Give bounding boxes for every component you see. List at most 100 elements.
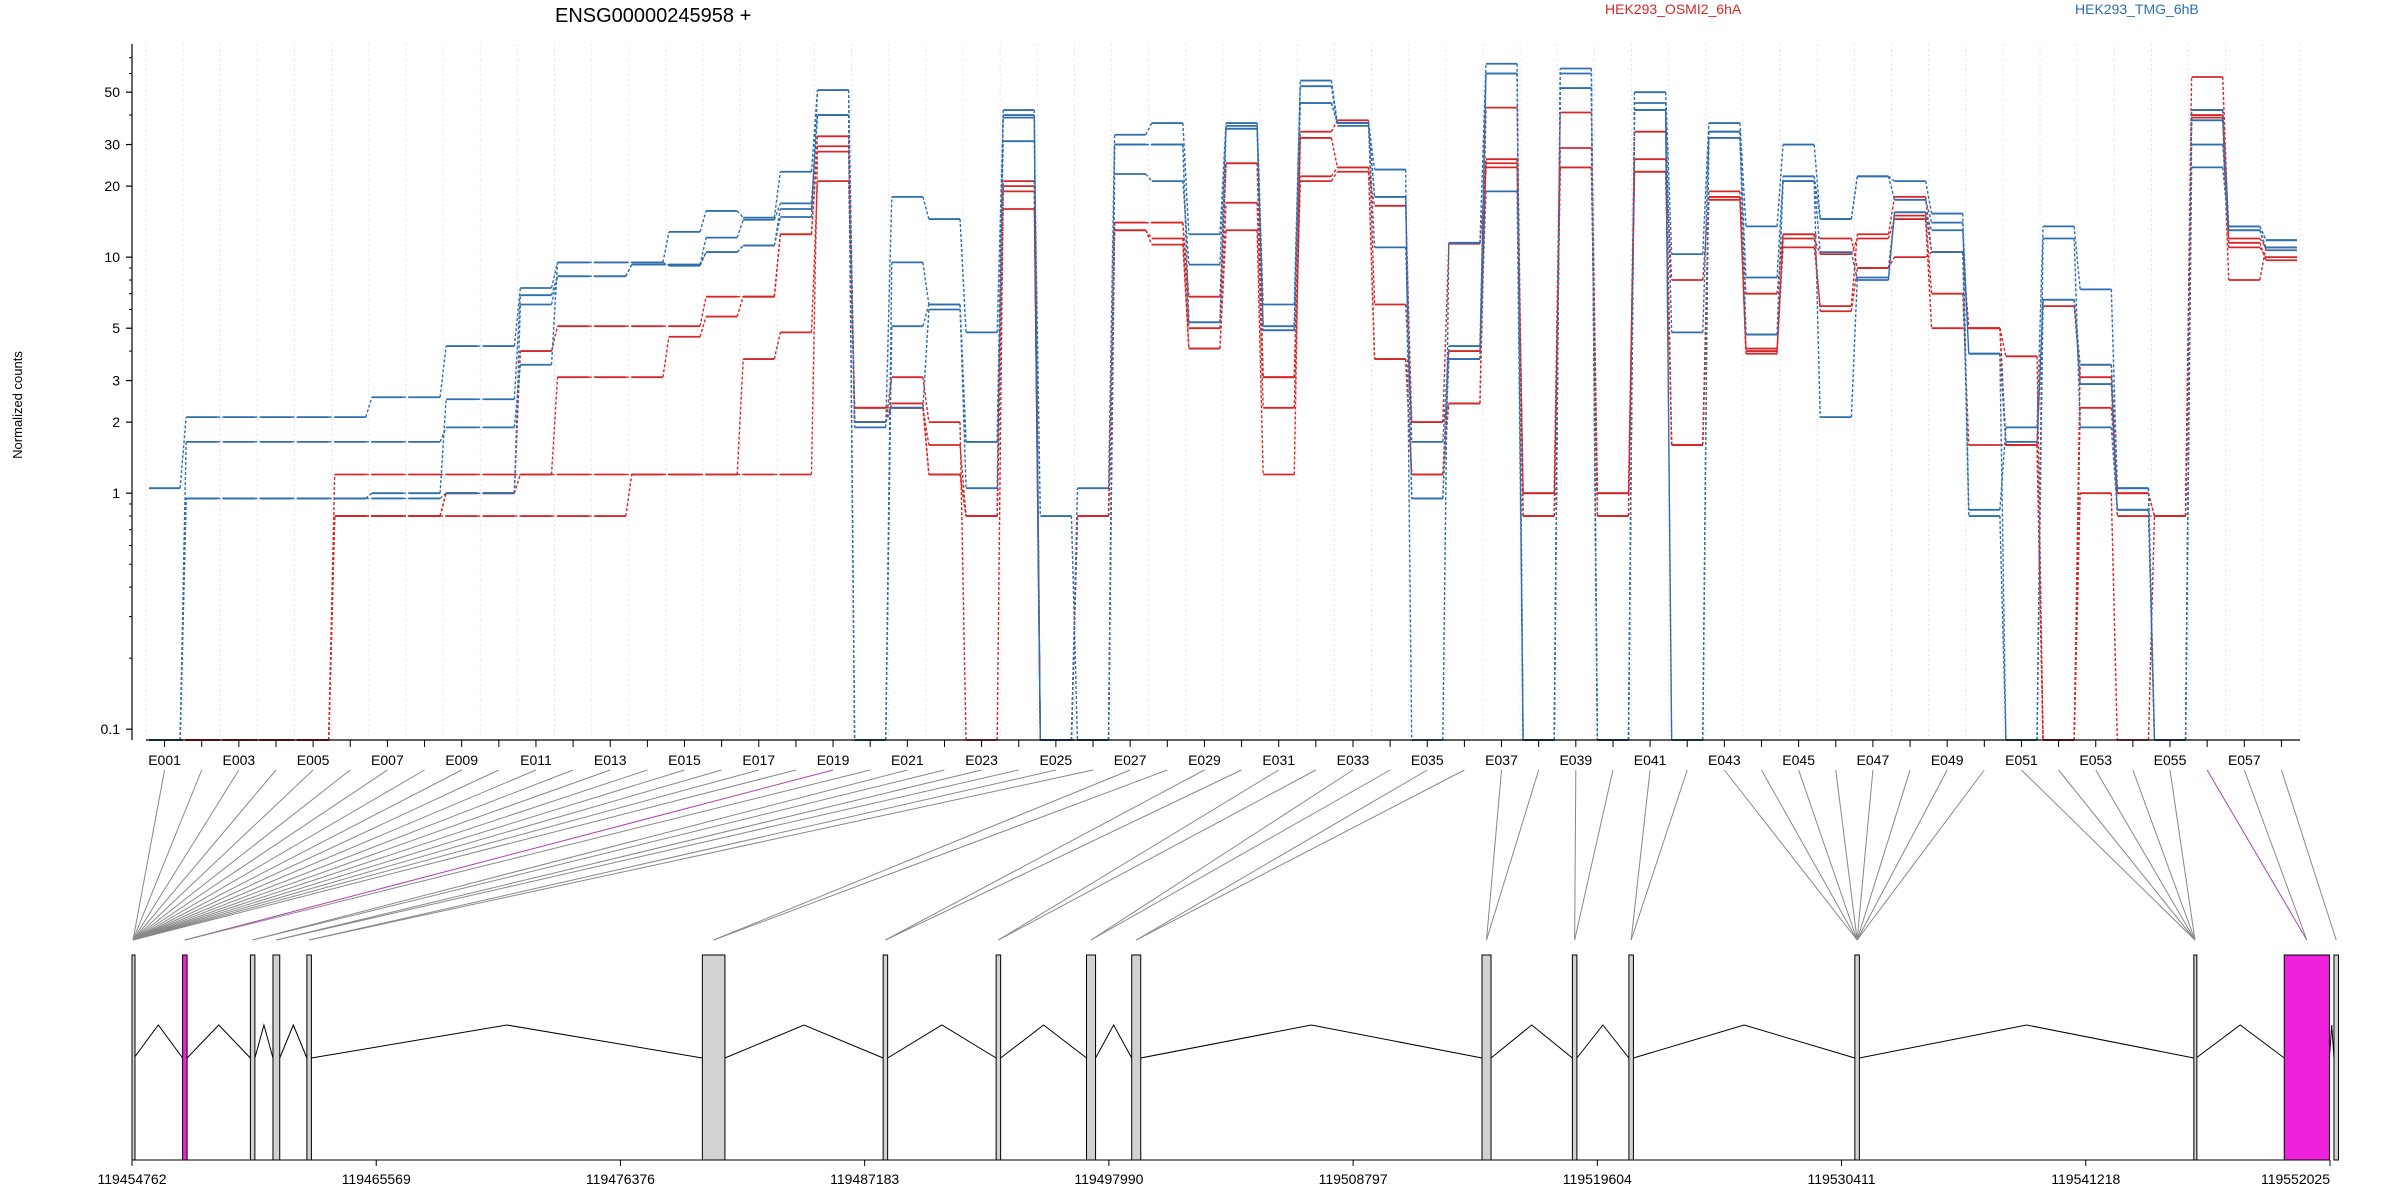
x-tick-label-e055: E055 <box>2154 752 2187 768</box>
series-connector <box>1553 112 1561 494</box>
series-connector <box>810 181 819 333</box>
connector-line <box>1486 769 1540 941</box>
connector-line <box>1835 769 1858 941</box>
genomic-tick-label: 119465569 <box>342 1171 411 1187</box>
y-tick-label: 10 <box>104 249 120 265</box>
series-connector <box>2073 299 2081 385</box>
series-connector <box>959 444 967 517</box>
connector-line <box>132 769 351 941</box>
exon-block-e039 <box>1571 954 1578 1161</box>
series-connector <box>1256 128 1264 331</box>
connector-line <box>2169 769 2196 941</box>
intron-line <box>311 1024 703 1059</box>
series-connector <box>1813 238 1821 255</box>
connector-line <box>1630 769 1651 941</box>
series-connector <box>885 196 893 428</box>
series-connector <box>1293 86 1301 327</box>
x-tick-label-e045: E045 <box>1782 752 1815 768</box>
series-connector <box>773 208 782 246</box>
connector-line <box>276 769 982 941</box>
series-connector <box>922 262 930 305</box>
x-tick-label-e017: E017 <box>742 752 775 768</box>
exon-block-e023 <box>272 954 281 1161</box>
series-connector <box>699 296 707 327</box>
series-connector <box>1182 123 1190 235</box>
series-connector <box>625 474 633 517</box>
series-connector <box>513 351 522 494</box>
series-connector <box>922 196 930 220</box>
connector-line <box>885 769 1205 941</box>
series-connector <box>773 171 782 218</box>
connector-line <box>252 769 945 941</box>
series-connector <box>1442 242 1450 741</box>
series-connector <box>847 115 856 741</box>
series-connector <box>1070 516 1079 741</box>
series-connector <box>1256 163 1264 378</box>
series-connector <box>1999 516 2007 741</box>
exon-block-e043 <box>1854 954 1860 1161</box>
exon-block-e051 <box>2193 954 2198 1161</box>
exon-block-e019 <box>182 954 188 1161</box>
series-connector <box>1664 102 1673 741</box>
x-tick-label-e001: E001 <box>148 752 181 768</box>
series-connector <box>1145 173 1153 182</box>
x-tick-label-e025: E025 <box>1040 752 1073 768</box>
series-connector <box>1479 191 1487 360</box>
series-connector <box>1850 176 1859 220</box>
series-connector <box>1962 252 1970 517</box>
series-connector <box>1813 176 1821 220</box>
series-connector <box>847 115 856 423</box>
series-connector <box>885 326 893 741</box>
series-connector <box>1033 117 1042 741</box>
exon-block-e035 <box>1131 954 1142 1161</box>
x-tick-label-e023: E023 <box>965 752 998 768</box>
series-connector <box>1850 238 1859 269</box>
series-connector <box>1182 181 1190 265</box>
x-tick-label-e031: E031 <box>1262 752 1295 768</box>
series-connector <box>1887 196 1896 235</box>
series-connector <box>1850 234 1859 307</box>
connector-line <box>132 769 685 941</box>
series-connector <box>513 304 522 494</box>
connector-line <box>132 769 611 941</box>
x-tick-label-e007: E007 <box>371 752 404 768</box>
intron-line <box>133 1024 183 1059</box>
series-connector <box>773 234 782 297</box>
series-connector <box>736 296 744 317</box>
series-connector <box>1924 215 1933 294</box>
series-connector <box>550 276 559 296</box>
connector-line <box>132 769 797 941</box>
series-connector <box>699 251 707 265</box>
series-connector <box>1330 171 1339 182</box>
intron-line <box>1859 1024 2194 1059</box>
y-axis-label: Normalized counts <box>10 351 25 459</box>
series-connector <box>885 407 893 423</box>
series-connector <box>2147 509 2156 741</box>
connector-line <box>132 769 500 941</box>
series-connector <box>1033 115 1042 741</box>
series-connector <box>1107 134 1116 489</box>
connector-line <box>132 769 648 941</box>
exon-block-e037 <box>1481 954 1492 1161</box>
series-connector <box>2073 493 2081 741</box>
y-tick-label: 5 <box>112 320 120 336</box>
connector-line <box>1486 769 1503 941</box>
series-connector <box>1702 131 1710 741</box>
connector-line <box>309 769 1056 941</box>
x-tick-label-e021: E021 <box>891 752 924 768</box>
series-connector <box>1999 427 2007 510</box>
series-connector <box>550 377 559 475</box>
connector-line <box>1856 769 1985 941</box>
y-tick-label: 2 <box>112 414 120 430</box>
series-connector <box>959 219 967 333</box>
genomic-coordinate-axis: 119454762 119465569 119476376 119487183 1194… <box>97 1160 2331 1187</box>
connector-line <box>184 769 834 941</box>
connector-line <box>252 769 908 941</box>
series-connector <box>922 309 930 408</box>
genomic-tick-label: 119552025 <box>2261 1171 2330 1187</box>
series-connector <box>2110 427 2119 510</box>
series-connector <box>1256 202 1264 408</box>
connector-line <box>1090 769 1354 941</box>
series-connector <box>365 397 373 418</box>
series-connector <box>2036 299 2044 442</box>
